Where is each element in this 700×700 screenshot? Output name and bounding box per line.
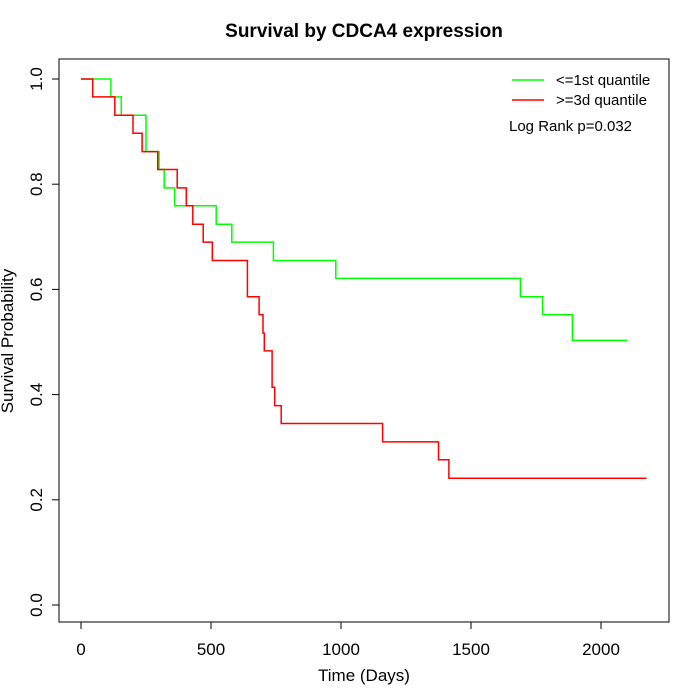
series-line-2 [81,78,647,479]
x-tick-label: 2000 [582,640,620,659]
legend: <=1st quantile >=3d quantile [512,72,650,109]
legend-label: <=1st quantile [556,72,650,89]
chart-title: Survival by CDCA4 expression [225,21,503,42]
x-tick-label: 0 [76,640,85,659]
y-tick-label: 0.8 [27,172,46,196]
y-tick-label: 0.2 [27,488,46,512]
x-tick-label: 500 [197,640,225,659]
x-axis: 0 500 1000 1500 2000 [76,621,620,659]
y-tick-label: 0.6 [27,278,46,302]
y-tick-label: 0.0 [27,593,46,617]
y-axis-label: Survival Probability [0,268,17,413]
x-tick-label: 1500 [452,640,490,659]
series-layer [81,78,647,479]
x-tick-label: 1000 [322,640,360,659]
y-tick-label: 0.4 [27,383,46,407]
log-rank-annotation: Log Rank p=0.032 [509,118,632,135]
legend-label: >=3d quantile [556,92,647,109]
x-axis-label: Time (Days) [318,666,410,685]
y-tick-label: 1.0 [27,67,46,91]
y-axis: 0.0 0.2 0.4 0.6 0.8 1.0 [27,67,60,617]
